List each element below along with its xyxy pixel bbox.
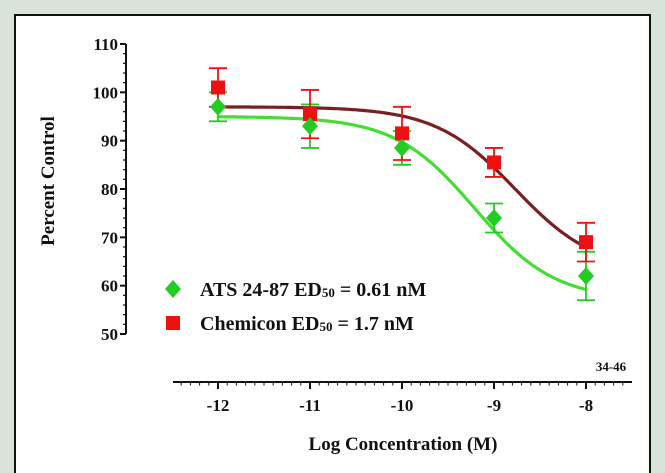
y-tick-label: 70 xyxy=(101,228,118,247)
legend: ATS 24-87 ED50 = 0.61 nM Chemicon ED50 = … xyxy=(165,279,426,335)
data-point xyxy=(487,155,501,170)
y-tick-label: 50 xyxy=(101,325,118,344)
y-tick-label: 100 xyxy=(93,83,119,102)
legend-label: Chemicon ED50 = 1.7 nM xyxy=(200,313,414,335)
error-bars xyxy=(209,67,595,302)
y-tick-label: 60 xyxy=(101,277,118,296)
y-tick-label: 80 xyxy=(101,180,118,199)
legend-marker xyxy=(165,280,181,298)
data-point xyxy=(486,209,502,227)
x-tick-label: -10 xyxy=(391,396,414,415)
data-point xyxy=(395,126,409,141)
data-points xyxy=(210,80,594,285)
data-point xyxy=(394,138,410,157)
data-point xyxy=(303,107,317,122)
x-tick-label: -9 xyxy=(487,396,501,415)
legend-marker xyxy=(166,316,180,330)
chart-frame xyxy=(14,14,651,473)
x-tick-label: -12 xyxy=(207,396,230,415)
y-tick-label: 90 xyxy=(101,132,118,151)
y-axis: 50 60 70 80 90 100 110 xyxy=(93,35,127,344)
y-tick-label: 110 xyxy=(93,35,118,54)
data-point xyxy=(302,117,318,136)
figure-code-label: 34-46 xyxy=(596,359,627,374)
x-tick-label: -8 xyxy=(579,396,593,415)
data-point xyxy=(578,267,594,285)
x-tick-label: -11 xyxy=(299,396,321,415)
data-point xyxy=(211,80,225,95)
x-axis: -12 -11 -10 -9 -8 xyxy=(173,381,632,415)
y-axis-title: Percent Control xyxy=(38,116,59,246)
legend-label: ATS 24-87 ED50 = 0.61 nM xyxy=(200,279,426,301)
data-point xyxy=(579,235,593,250)
x-axis-title: Log Concentration (M) xyxy=(309,434,498,455)
data-point xyxy=(210,97,226,116)
